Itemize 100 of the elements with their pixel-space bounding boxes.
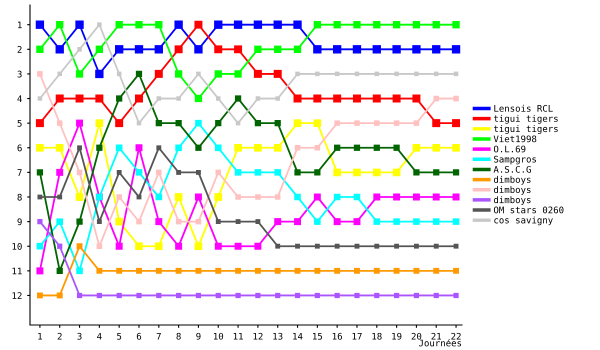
point (234, 20, 242, 29)
point (214, 242, 222, 250)
point (393, 144, 400, 151)
point (75, 20, 84, 29)
point (235, 292, 241, 298)
point (453, 268, 460, 274)
x-tick-label: 17 (352, 332, 362, 340)
point (334, 244, 340, 249)
point (352, 94, 361, 103)
x-tick-label: 14 (293, 332, 303, 340)
legend-label: A.S.C.G (494, 166, 531, 173)
point (334, 292, 340, 298)
point (254, 20, 262, 29)
point (115, 45, 124, 54)
point (76, 193, 84, 201)
point (175, 242, 182, 250)
point (56, 45, 64, 54)
point (77, 145, 82, 150)
point (234, 95, 242, 102)
point (373, 218, 380, 225)
point (452, 194, 460, 200)
point (176, 96, 181, 101)
point (274, 268, 281, 274)
point (216, 292, 221, 298)
point (432, 119, 440, 128)
point (313, 45, 322, 54)
point (135, 21, 143, 28)
legend-label: O.L.69 (494, 146, 526, 152)
point (275, 292, 280, 298)
point (234, 70, 242, 78)
point (274, 169, 282, 176)
point (332, 45, 342, 54)
x-tick-label: 7 (156, 332, 161, 340)
point (354, 144, 360, 151)
point (174, 193, 182, 201)
point (77, 47, 82, 52)
point (194, 94, 202, 102)
point (374, 244, 380, 249)
x-tick-label: 15 (312, 332, 322, 340)
point (314, 21, 321, 28)
x-tick-label: 9 (196, 332, 201, 340)
point (116, 21, 123, 28)
point (174, 45, 183, 54)
point (314, 169, 320, 176)
point (452, 144, 460, 152)
point (293, 20, 302, 29)
point (434, 292, 439, 298)
x-tick-label: 8 (176, 332, 181, 340)
point (313, 94, 322, 103)
point (96, 46, 104, 53)
x-tick-label: 19 (392, 332, 402, 340)
point (215, 170, 222, 176)
y-tick-label: 1 (18, 22, 22, 28)
point (155, 21, 162, 28)
point (175, 144, 182, 152)
legend-label: dimboys (494, 176, 531, 185)
point (334, 144, 340, 151)
legend-label: Viet1998 (494, 135, 536, 142)
point (37, 71, 43, 77)
point (214, 193, 222, 201)
y-tick-label: 8 (18, 194, 22, 201)
point (274, 120, 281, 126)
point (234, 45, 242, 54)
point (234, 242, 242, 250)
point (156, 120, 162, 126)
point (36, 292, 43, 298)
point (234, 144, 242, 152)
point (235, 268, 242, 274)
point (36, 144, 44, 152)
point (394, 292, 400, 298)
point (274, 20, 282, 29)
point (295, 72, 300, 76)
legend-label: cos savigny (494, 216, 553, 226)
point (116, 268, 122, 274)
point (394, 72, 399, 76)
point (116, 194, 122, 200)
point (36, 242, 44, 250)
point (136, 70, 142, 78)
point (433, 169, 440, 176)
point (136, 194, 142, 200)
point (36, 169, 44, 176)
point (37, 194, 42, 200)
point (394, 120, 400, 126)
point (214, 144, 222, 152)
y-tick-label: 7 (18, 169, 22, 176)
point (394, 268, 400, 274)
point (294, 218, 301, 226)
x-tick-label: 3 (77, 332, 82, 340)
point (95, 70, 104, 78)
point (56, 144, 64, 152)
point (452, 21, 460, 28)
point (413, 169, 420, 176)
y-tick-label: 4 (17, 95, 22, 102)
point (374, 268, 380, 274)
y-tick-label: 3 (18, 70, 22, 78)
point (136, 292, 142, 298)
point (96, 243, 102, 250)
point (254, 70, 262, 78)
point (372, 45, 381, 54)
point (392, 45, 401, 54)
